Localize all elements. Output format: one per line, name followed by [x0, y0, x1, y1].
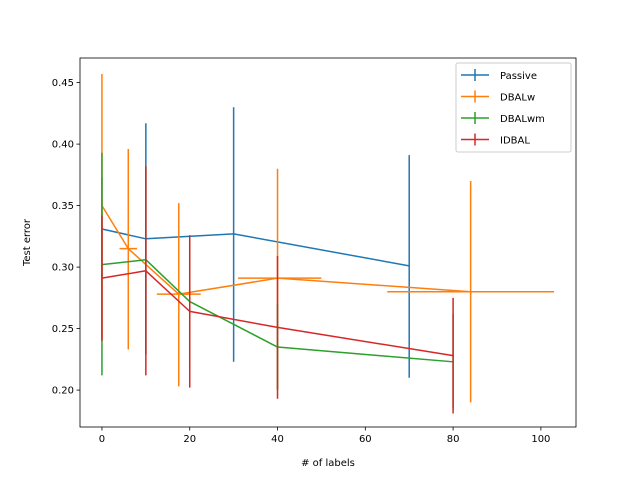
- x-tick-label: 80: [447, 434, 460, 445]
- legend-frame: [455, 62, 572, 153]
- series-layer: [101, 73, 555, 414]
- legend-label: IDBAL: [500, 136, 530, 147]
- legend-label: DBALw: [500, 93, 535, 104]
- y-tick-label: 0.20: [52, 386, 74, 397]
- legend-item-dbalw: DBALw: [461, 90, 535, 104]
- series-idbal: [101, 166, 454, 414]
- series-line: [101, 205, 471, 295]
- legend-item-idbal: IDBAL: [461, 133, 530, 147]
- legend: Passive DBALw DBALwm IDBAL: [455, 62, 572, 153]
- y-axis-label: Test error: [22, 218, 33, 267]
- x-axis: 0 20 40 60 80 100: [99, 427, 550, 445]
- legend-item-passive: Passive: [461, 69, 537, 82]
- x-tick-label: 20: [183, 434, 196, 445]
- series-line: [101, 270, 454, 357]
- y-tick-label: 0.40: [52, 140, 74, 151]
- x-tick-label: 60: [359, 434, 372, 445]
- legend-label: DBALwm: [500, 114, 545, 125]
- y-tick-label: 0.45: [52, 78, 74, 89]
- y-tick-label: 0.30: [52, 263, 74, 274]
- x-axis-label: # of labels: [301, 458, 355, 469]
- legend-item-dbalwm: DBALwm: [461, 112, 545, 125]
- x-tick-label: 0: [99, 434, 105, 445]
- plot-frame: [79, 57, 577, 428]
- y-tick-label: 0.35: [52, 201, 74, 212]
- x-tick-label: 100: [531, 434, 550, 445]
- x-tick-label: 40: [271, 434, 284, 445]
- legend-label: Passive: [500, 71, 537, 82]
- y-axis: 0.20 0.25 0.30 0.35 0.40 0.45: [52, 78, 80, 397]
- y-tick-label: 0.25: [52, 324, 74, 335]
